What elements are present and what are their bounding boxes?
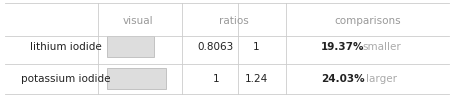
Bar (107, 36, 154, 57)
Text: smaller: smaller (362, 42, 401, 52)
Text: visual: visual (123, 16, 154, 26)
Text: potassium iodide: potassium iodide (21, 74, 111, 84)
Bar (107, 68, 166, 89)
Text: 1: 1 (253, 42, 260, 52)
Text: comparisons: comparisons (335, 16, 401, 26)
Text: 19.37%: 19.37% (321, 42, 365, 52)
Text: 1.24: 1.24 (245, 74, 268, 84)
Text: lithium iodide: lithium iodide (30, 42, 102, 52)
Text: ratios: ratios (219, 16, 249, 26)
Text: 0.8063: 0.8063 (197, 42, 234, 52)
Text: 1: 1 (212, 74, 219, 84)
Text: larger: larger (366, 74, 397, 84)
Text: 24.03%: 24.03% (321, 74, 365, 84)
